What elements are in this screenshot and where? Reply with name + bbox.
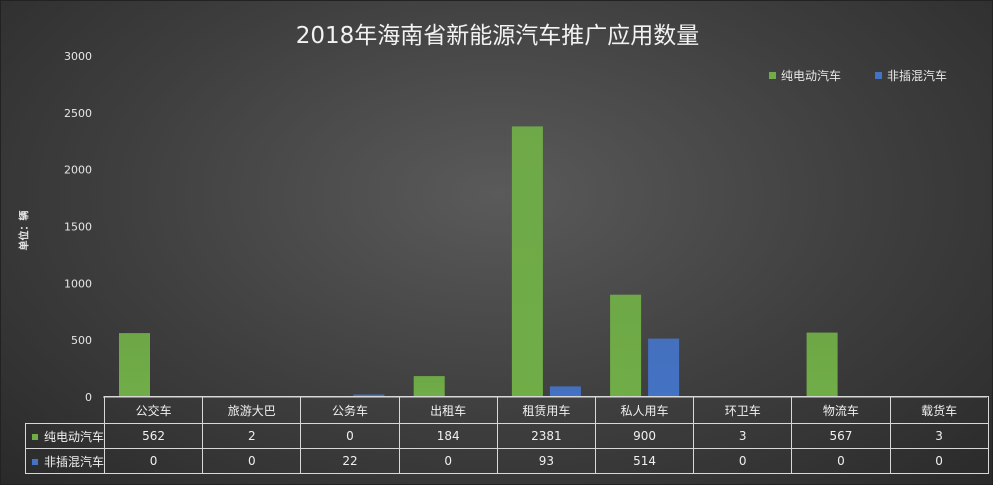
table-row-header: 纯电动汽车 — [26, 424, 105, 449]
table-corner-cell — [26, 397, 105, 424]
table-header-cell: 物流车 — [792, 397, 890, 424]
table-cell: 562 — [105, 424, 203, 449]
bar-blue-5 — [648, 339, 679, 397]
table-cell: 567 — [792, 424, 890, 449]
bar-green-7 — [807, 333, 838, 397]
table-cell: 0 — [203, 449, 301, 474]
table-cell: 0 — [792, 449, 890, 474]
table-row-series-1: 非插混汽车 0 0 22 0 93 514 0 0 0 — [26, 449, 989, 474]
y-tick-label: 2000 — [64, 164, 92, 177]
table-row-header: 非插混汽车 — [26, 449, 105, 474]
table-header-row: 公交车 旅游大巴 公务车 出租车 租赁用车 私人用车 环卫车 物流车 载货车 — [26, 397, 989, 424]
table-cell: 2381 — [497, 424, 595, 449]
table-header-cell: 租赁用车 — [497, 397, 595, 424]
table-cell: 93 — [497, 449, 595, 474]
table-header-cell: 载货车 — [890, 397, 988, 424]
y-tick-label: 3000 — [64, 50, 92, 63]
table-header-cell: 私人用车 — [595, 397, 693, 424]
data-table: 公交车 旅游大巴 公务车 出租车 租赁用车 私人用车 环卫车 物流车 载货车 纯… — [25, 396, 989, 474]
bar-green-4 — [512, 126, 543, 397]
series-swatch-blue — [32, 459, 38, 465]
table-row-label: 纯电动汽车 — [44, 430, 104, 444]
bar-green-3 — [414, 376, 445, 397]
table-cell: 2 — [203, 424, 301, 449]
bar-green-0 — [119, 333, 150, 397]
table-cell: 0 — [694, 449, 792, 474]
table-cell: 900 — [595, 424, 693, 449]
table-header-cell: 环卫车 — [694, 397, 792, 424]
table-header-cell: 出租车 — [399, 397, 497, 424]
series-swatch-green — [32, 434, 38, 440]
y-tick-label: 1000 — [64, 277, 92, 290]
table-header-cell: 旅游大巴 — [203, 397, 301, 424]
table-cell: 0 — [105, 449, 203, 474]
table-cell: 0 — [399, 449, 497, 474]
table-cell: 3 — [890, 424, 988, 449]
table-row-label: 非插混汽车 — [44, 455, 104, 469]
y-tick-label: 2500 — [64, 107, 92, 120]
table-header-cell: 公交车 — [105, 397, 203, 424]
table-cell: 0 — [301, 424, 399, 449]
table-header-cell: 公务车 — [301, 397, 399, 424]
table-row-series-0: 纯电动汽车 562 2 0 184 2381 900 3 567 3 — [26, 424, 989, 449]
table-cell: 514 — [595, 449, 693, 474]
table-cell: 22 — [301, 449, 399, 474]
bar-green-5 — [610, 295, 641, 397]
table-cell: 0 — [890, 449, 988, 474]
y-tick-label: 500 — [71, 334, 92, 347]
y-tick-label: 1500 — [64, 221, 92, 234]
table-cell: 184 — [399, 424, 497, 449]
table-cell: 3 — [694, 424, 792, 449]
